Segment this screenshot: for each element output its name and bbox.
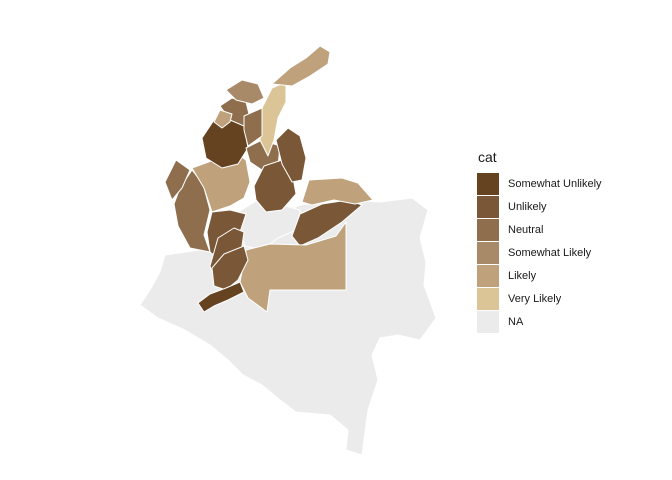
region-likely-guajira: [271, 45, 331, 87]
legend-label: Somewhat Unlikely: [508, 177, 602, 190]
legend-item-somewhat-unlikely: Somewhat Unlikely: [477, 172, 667, 195]
legend-swatch: [477, 195, 499, 218]
legend-label: Unlikely: [508, 200, 547, 213]
legend-title: cat: [478, 149, 497, 165]
legend-label: Neutral: [508, 223, 544, 236]
region-neutral-northwest: [164, 159, 191, 201]
legend-label: Likely: [508, 269, 537, 282]
legend-swatch: [477, 218, 499, 241]
region-somewhat-likely-north: [225, 79, 265, 105]
region-neutral-north-b: [243, 107, 263, 147]
legend-item-na: NA: [477, 310, 667, 333]
region-unlikely-valley: [211, 245, 249, 291]
legend-label: Somewhat Likely: [508, 246, 592, 259]
legend-swatch: [477, 287, 499, 310]
region-likely-north-small: [213, 109, 233, 129]
legend-item-unlikely: Unlikely: [477, 195, 667, 218]
region-unlikely-northeast: [275, 127, 307, 183]
region-likely-llanos: [239, 221, 347, 313]
region-very-likely-north: [259, 81, 287, 157]
legend-item-likely: Likely: [477, 264, 667, 287]
legend-swatch: [477, 172, 499, 195]
legend-swatch: [477, 264, 499, 287]
legend-label: NA: [508, 315, 524, 328]
legend-item-very-likely: Very Likely: [477, 287, 667, 310]
region-unlikely-santander: [253, 159, 297, 213]
legend-label: Very Likely: [508, 292, 562, 305]
region-unlikely-east: [291, 199, 363, 247]
region-somewhat-unlikely-south: [197, 281, 245, 313]
legend-item-neutral: Neutral: [477, 218, 667, 241]
legend-swatch: [477, 310, 499, 333]
region-likely-northeast: [301, 177, 374, 206]
legend-swatch: [477, 241, 499, 264]
legend-item-somewhat-likely: Somewhat Likely: [477, 241, 667, 264]
legend: cat Somewhat Unlikely Unlikely Neutral S…: [477, 148, 667, 333]
